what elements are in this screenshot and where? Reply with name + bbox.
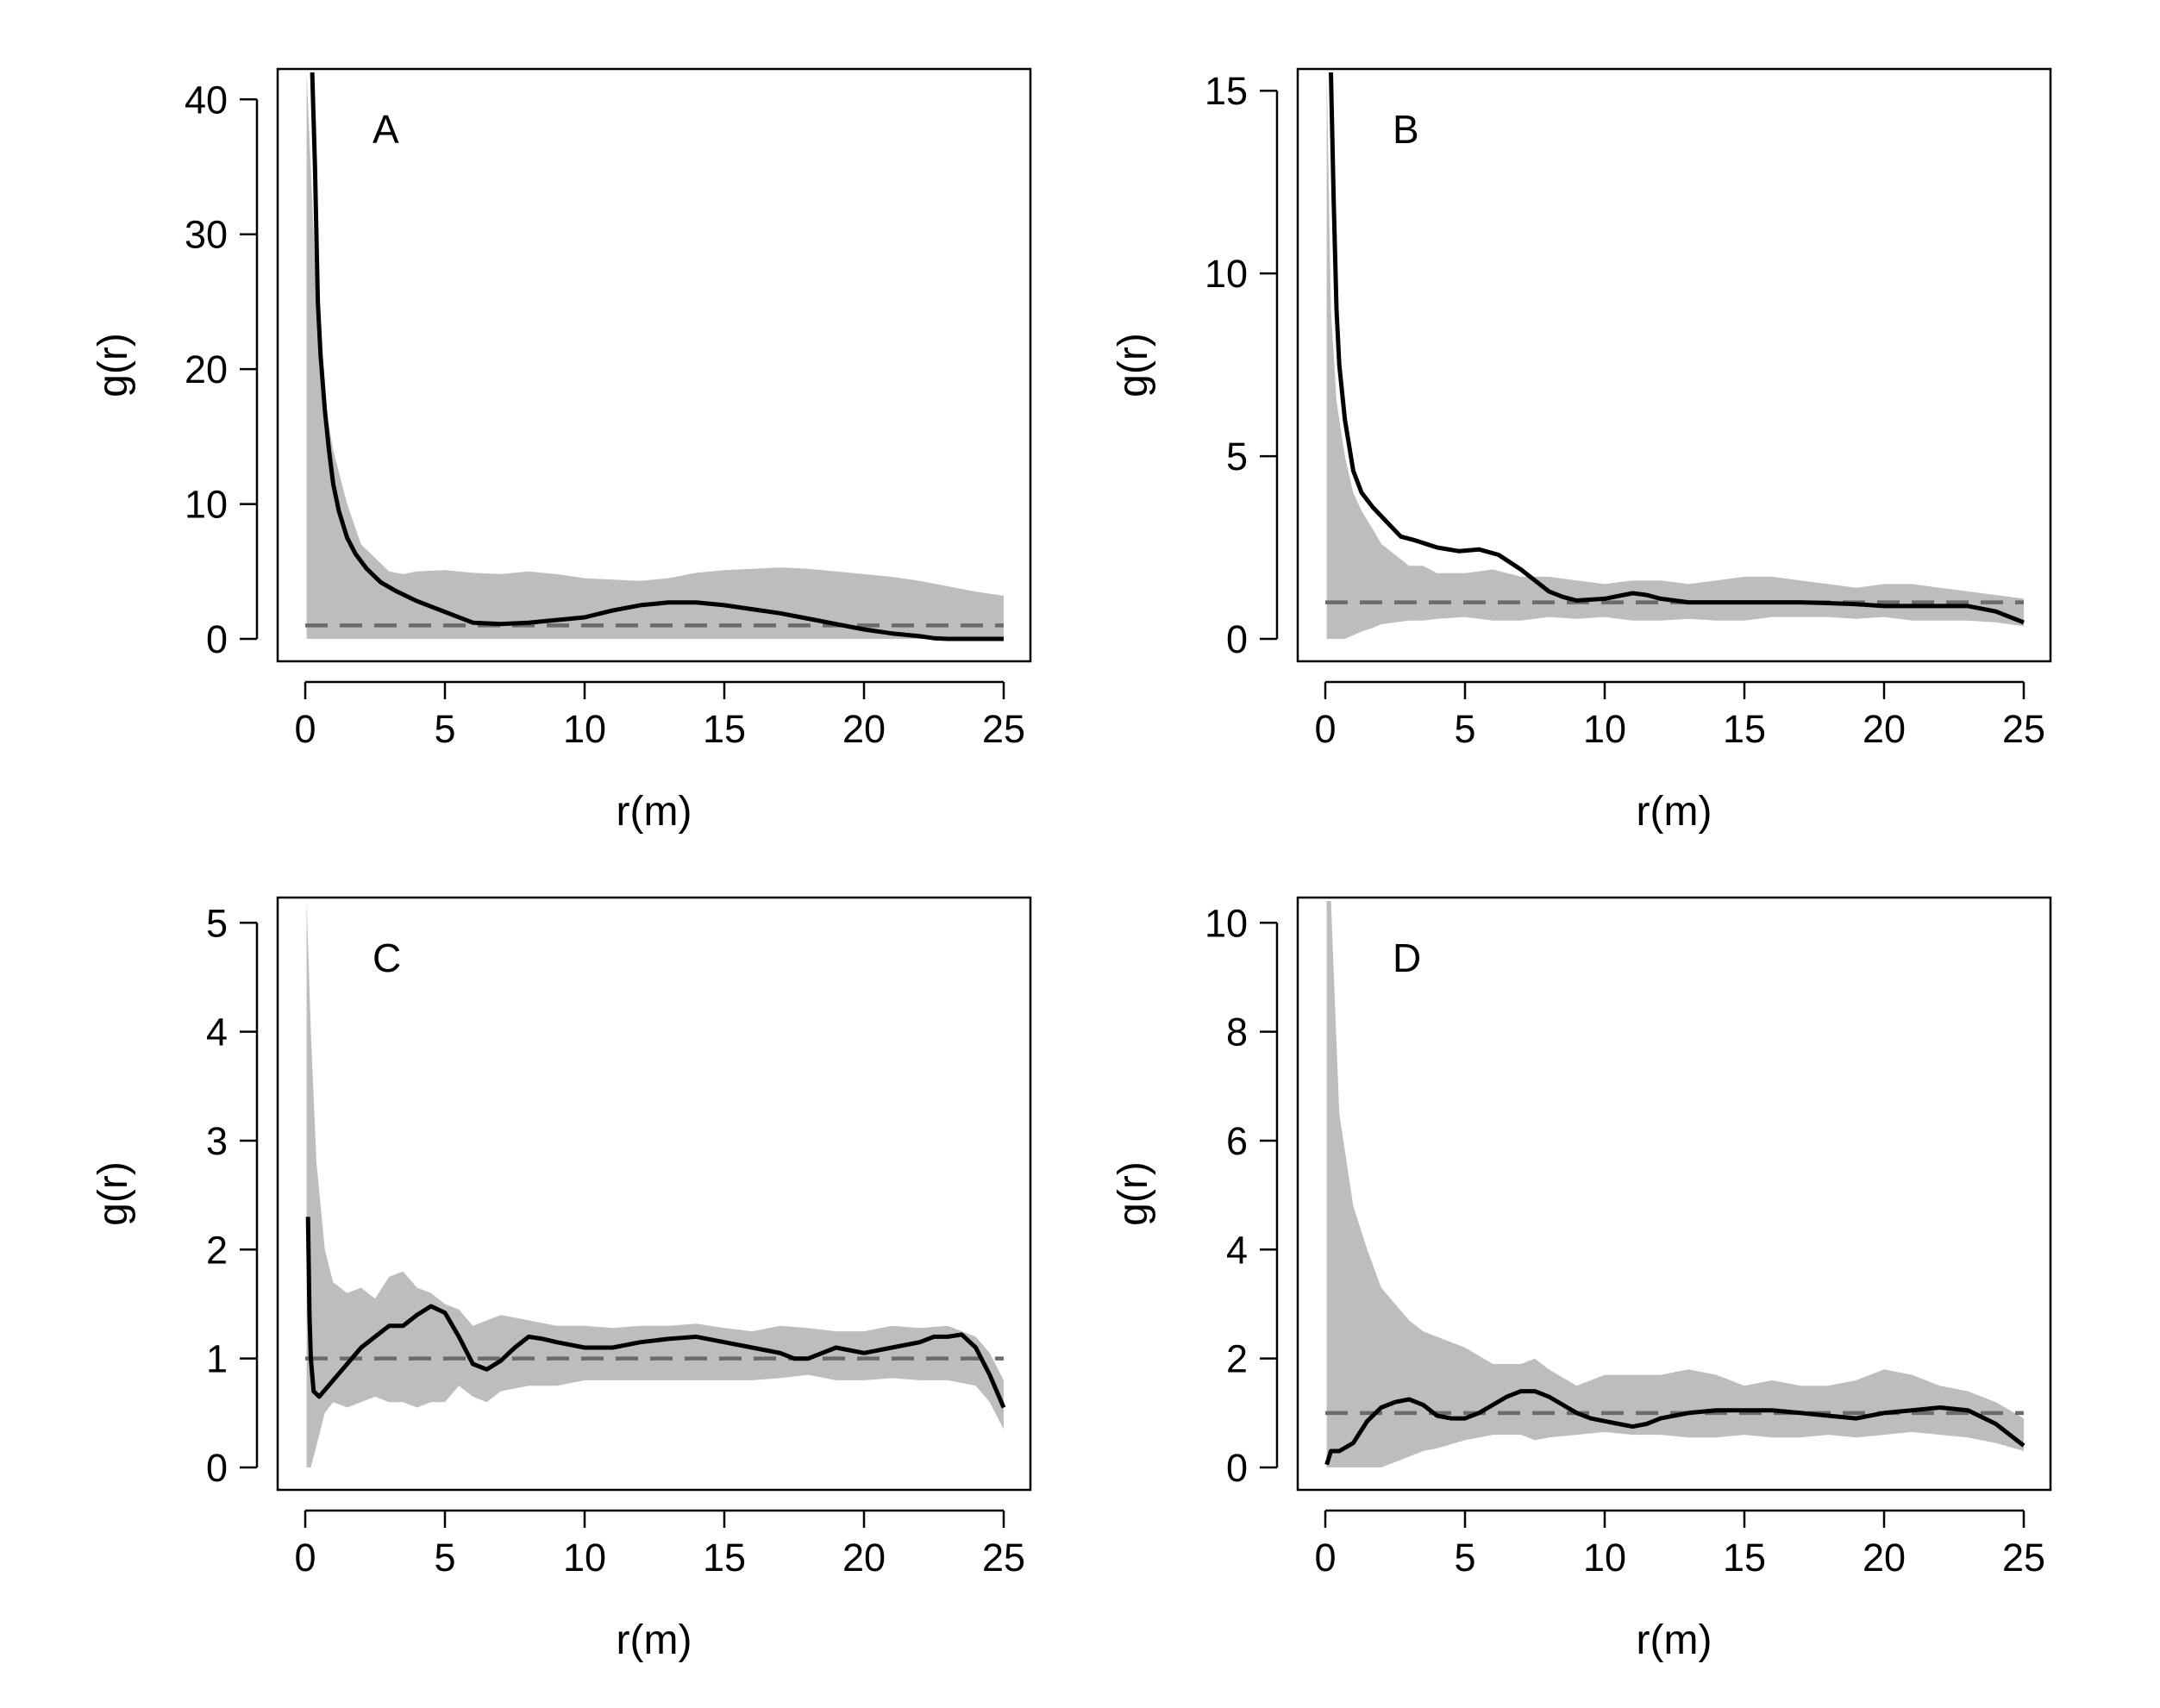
x-axis-label: r(m)	[617, 789, 692, 835]
x-tick-label: 10	[1583, 707, 1626, 751]
y-tick-label: 20	[185, 347, 228, 391]
x-tick-label: 25	[2002, 1536, 2045, 1580]
y-tick-label: 5	[1226, 435, 1248, 479]
y-tick-label: 0	[1226, 617, 1248, 661]
x-tick-label: 15	[703, 1536, 746, 1580]
observed-line	[1324, 1389, 2025, 1466]
simulation-envelope	[306, 901, 1005, 1467]
y-tick-label: 15	[1205, 69, 1248, 113]
observed-line	[305, 1217, 1006, 1409]
y-tick-label: 5	[206, 901, 228, 945]
y-tick-label: 2	[1226, 1337, 1248, 1381]
y-tick-label: 10	[1205, 252, 1248, 296]
plot-area	[1325, 72, 2025, 639]
x-tick-label: 5	[434, 707, 455, 751]
x-tick-label: 0	[1314, 1536, 1336, 1580]
y-tick-label: 8	[1226, 1010, 1248, 1054]
x-tick-label: 10	[563, 1536, 606, 1580]
panel-letter: A	[373, 107, 399, 152]
y-tick-label: 4	[206, 1010, 228, 1054]
observed-line	[1329, 72, 2025, 625]
panel-letter: B	[1393, 107, 1419, 152]
y-tick-label: 4	[1226, 1228, 1248, 1272]
x-tick-label: 5	[1454, 1536, 1475, 1580]
y-axis-label: g(r)	[1111, 333, 1156, 397]
x-tick-label: 10	[563, 707, 606, 751]
x-axis-label: r(m)	[1637, 1617, 1712, 1663]
simulation-envelope	[1326, 72, 2024, 639]
plot-frame	[1296, 67, 2052, 663]
x-tick-label: 20	[842, 707, 886, 751]
x-tick-label: 5	[434, 1536, 455, 1580]
observed-line	[310, 72, 1004, 641]
x-tick-label: 25	[982, 1536, 1025, 1580]
x-tick-label: 0	[294, 707, 316, 751]
x-tick-label: 0	[294, 1536, 316, 1580]
x-tick-label: 15	[1723, 707, 1766, 751]
y-axis-label: g(r)	[91, 333, 136, 397]
plot-frame	[276, 896, 1032, 1492]
x-tick-label: 5	[1454, 707, 1475, 751]
y-tick-label: 0	[1226, 1446, 1248, 1490]
y-tick-label: 1	[206, 1337, 228, 1381]
x-axis-label: r(m)	[1637, 789, 1712, 835]
plot-frame	[276, 67, 1032, 663]
panel-a: 0 5 10 15 20 25 0 10 20 30 40 r(m) g(r) A	[91, 67, 1032, 835]
x-tick-label: 20	[1863, 707, 1906, 751]
simulation-envelope	[1326, 901, 2024, 1467]
y-axis-label: g(r)	[1111, 1161, 1156, 1226]
plot-area	[1324, 901, 2025, 1467]
y-tick-label: 3	[206, 1119, 228, 1163]
x-tick-label: 20	[1863, 1536, 1906, 1580]
y-tick-label: 2	[206, 1228, 228, 1272]
plot-frame	[1296, 896, 2052, 1492]
plot-area	[305, 72, 1005, 641]
x-tick-label: 15	[703, 707, 746, 751]
y-tick-label: 10	[185, 483, 228, 527]
y-tick-label: 0	[206, 1446, 228, 1490]
y-tick-label: 40	[185, 78, 228, 122]
plot-area	[305, 901, 1006, 1467]
x-tick-label: 25	[2002, 707, 2045, 751]
y-tick-label: 30	[185, 213, 228, 257]
x-axis-label: r(m)	[617, 1617, 692, 1663]
x-tick-label: 25	[982, 707, 1025, 751]
y-tick-label: 6	[1226, 1119, 1248, 1163]
panel-c: 0 5 10 15 20 25 0 1 2 3 4 5 r(m) g(r) C	[91, 896, 1032, 1663]
x-tick-label: 15	[1723, 1536, 1766, 1580]
y-tick-label: 10	[1205, 901, 1248, 945]
y-axis-label: g(r)	[91, 1161, 136, 1226]
x-tick-label: 20	[842, 1536, 886, 1580]
simulation-envelope	[306, 72, 1005, 639]
panel-letter: C	[373, 935, 401, 980]
y-tick-label: 0	[206, 617, 228, 661]
panel-letter: D	[1393, 935, 1421, 980]
x-tick-label: 10	[1583, 1536, 1626, 1580]
x-tick-label: 0	[1314, 707, 1336, 751]
